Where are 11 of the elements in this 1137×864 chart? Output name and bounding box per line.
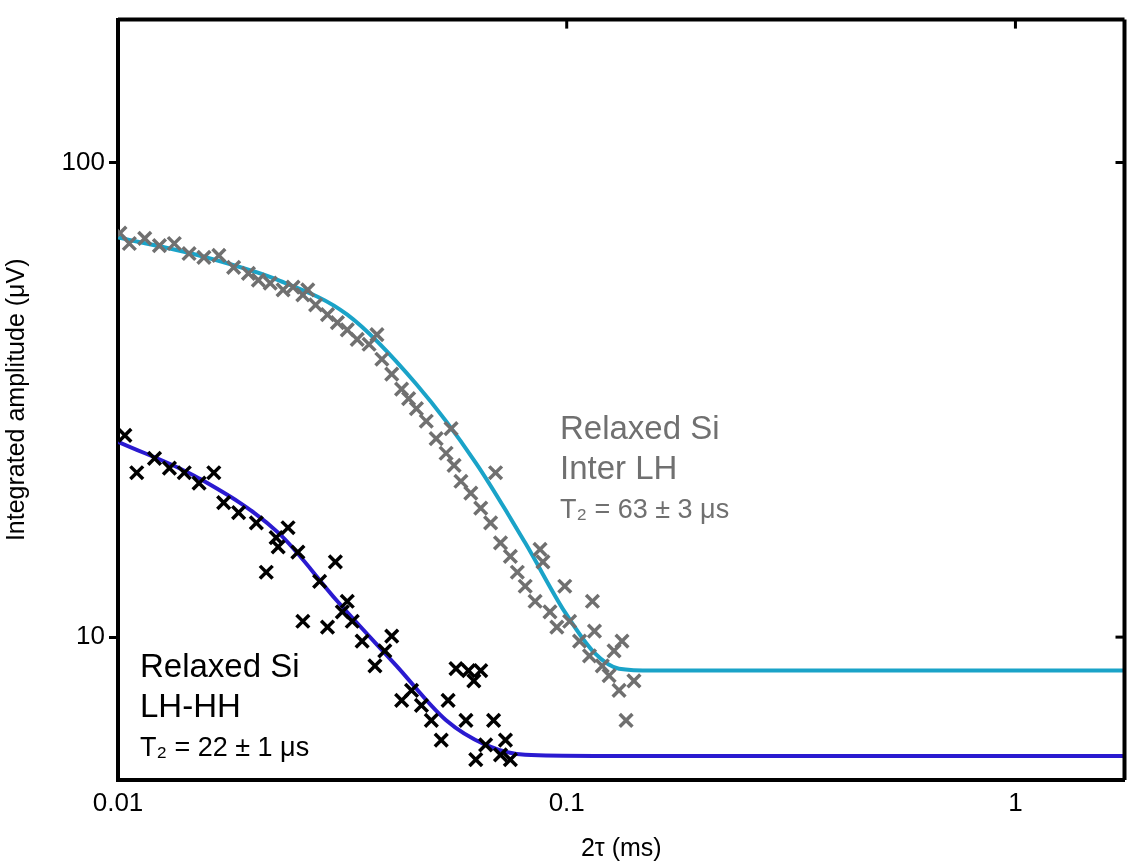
annotation: T₂ = 63 ± 3 μs [560, 493, 730, 526]
y-tick-label: 100 [61, 145, 105, 176]
x-tick-label: 1 [1008, 786, 1023, 817]
y-axis-title: Integrated amplitude (μV) [0, 258, 29, 542]
x-axis-title: 2τ (ms) [580, 832, 662, 861]
series-label: Relaxed Si Inter LH [560, 408, 720, 488]
x-tick-label: 0.01 [92, 786, 144, 817]
x-tick-label: 0.1 [548, 786, 585, 817]
annotation: T₂ = 22 ± 1 μs [140, 731, 310, 764]
series-label: Relaxed Si LH-HH [140, 646, 300, 726]
y-tick-label: 10 [76, 620, 105, 651]
